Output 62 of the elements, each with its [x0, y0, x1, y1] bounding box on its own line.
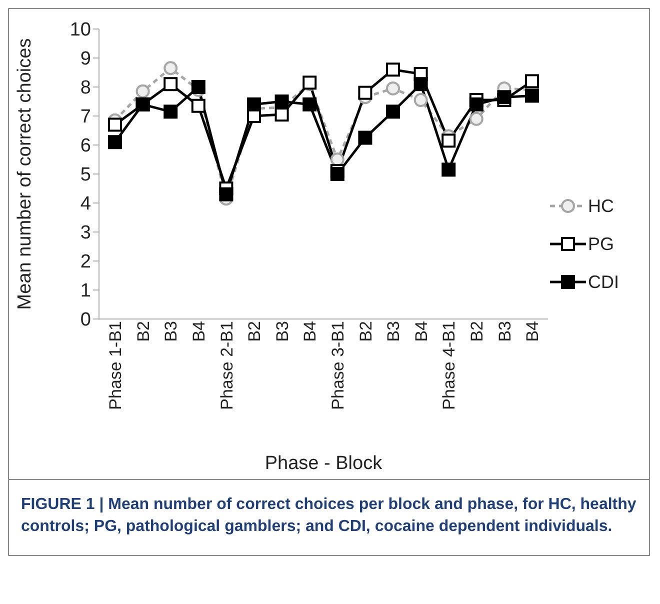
y-tick-label: 1: [80, 280, 91, 302]
x-tick-label: B3: [384, 321, 404, 342]
point: [442, 162, 456, 177]
y-tick-label: 10: [70, 20, 91, 41]
point: [330, 152, 344, 166]
point: [136, 84, 150, 98]
x-tick-label: B4: [412, 321, 431, 342]
legend-label: CDI: [588, 272, 619, 292]
x-tick-label: B4: [300, 321, 320, 342]
x-tick-label: Phase 3-B1: [328, 321, 348, 410]
point: [219, 187, 234, 202]
y-tick-label: 2: [80, 252, 91, 273]
x-tick-label: B4: [523, 321, 542, 342]
point: [108, 135, 122, 150]
point: [164, 77, 178, 92]
x-tick-label: B2: [356, 321, 376, 342]
y-tick-label: 4: [80, 194, 92, 215]
point: [358, 130, 372, 145]
point: [469, 97, 484, 112]
y-tick-label: 0: [80, 310, 91, 331]
y-axis-title: Mean number of correct choices: [14, 38, 36, 310]
point: [191, 80, 206, 94]
x-tick-label: B4: [189, 321, 208, 342]
point: [191, 98, 206, 113]
x-tick-label: B3: [162, 321, 181, 342]
point: [274, 108, 289, 122]
y-tick-label: 7: [80, 106, 91, 128]
y-tick-label: 9: [80, 48, 91, 70]
point: [386, 62, 400, 77]
point: [442, 134, 456, 148]
x-tick-label: B2: [245, 321, 264, 342]
x-tick-label: Phase 2-B1: [217, 321, 236, 410]
point: [108, 118, 122, 132]
point: [386, 104, 400, 119]
x-tick-label: B3: [495, 321, 514, 342]
x-tick-label: Phase 1-B1: [106, 321, 126, 410]
point: [497, 90, 512, 104]
point: [525, 74, 539, 88]
point: [330, 167, 344, 181]
point: [386, 81, 400, 96]
x-axis-title: Phase - Block: [264, 453, 383, 474]
x-tick-label: B3: [272, 321, 292, 342]
caption: FIGURE 1 | Mean number of correct choices per block and phase, for HC, healthy controls; PG, pathological gamblers; and CDI, cocaine dependent individuals.: [21, 495, 638, 537]
point: [247, 97, 261, 112]
point: [414, 93, 428, 108]
point: [302, 97, 317, 112]
y-tick-label: 5: [80, 164, 91, 186]
x-tick-label: B2: [134, 321, 153, 342]
point: [164, 61, 178, 76]
x-tick-label: B2: [467, 321, 486, 342]
y-tick-label: 8: [80, 78, 91, 99]
legend-label: HC: [588, 196, 614, 216]
point: [414, 77, 428, 92]
point: [358, 86, 372, 100]
y-tick-label: 6: [80, 136, 91, 157]
y-tick-label: 3: [80, 222, 91, 244]
legend-label: PG: [588, 234, 614, 254]
x-tick-label: Phase 4-B1: [440, 321, 459, 410]
point: [164, 104, 178, 119]
point: [469, 112, 484, 126]
point: [274, 94, 289, 108]
point: [525, 88, 539, 103]
